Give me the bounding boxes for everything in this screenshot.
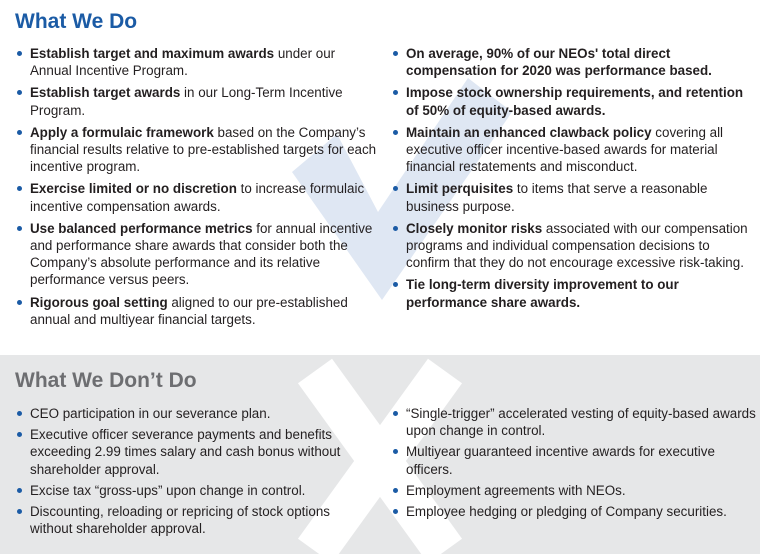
list-item: Apply a formulaic framework based on the… <box>15 124 377 176</box>
item-text: under our Annual Incentive Program. <box>30 46 336 79</box>
what-we-dont-do-left-list: CEO participation in our severance plan.… <box>15 405 367 541</box>
item-text: aligned to our pre-established annual an… <box>30 294 348 327</box>
list-item: Employee hedging or pledging of Company … <box>391 503 757 520</box>
item-bold: Exercise limited or no discretion <box>30 181 237 197</box>
list-item: CEO participation in our severance plan. <box>15 405 367 422</box>
list-item: Multiyear guaranteed incentive awards fo… <box>391 443 757 477</box>
list-item: Exercise limited or no discretion to inc… <box>15 180 377 214</box>
list-item: Impose stock ownership requirements, and… <box>391 84 757 118</box>
section-divider <box>0 341 760 355</box>
list-item: Establish target awards in our Long-Term… <box>15 84 377 118</box>
item-text: for annual incentive and performance sha… <box>30 220 373 288</box>
item-bold: Rigorous goal setting <box>30 294 168 310</box>
item-text: based on the Company’s financial results… <box>30 124 377 175</box>
what-we-dont-do-right-list: “Single-trigger” accelerated vesting of … <box>391 405 757 524</box>
list-item: On average, 90% of our NEOs' total direc… <box>391 45 757 79</box>
list-item: Tie long-term diversity improvement to o… <box>391 276 757 310</box>
what-we-do-left-list: Establish target and maximum awards unde… <box>15 45 377 333</box>
what-we-dont-do-panel: What We Don’t Do CEO participation in ou… <box>0 355 760 554</box>
item-bold: On average, 90% of our NEOs' total direc… <box>406 46 712 79</box>
item-text: in our Long-Term Incentive Program. <box>30 85 343 118</box>
list-item: “Single-trigger” accelerated vesting of … <box>391 405 757 439</box>
list-item: Executive officer severance payments and… <box>15 426 367 478</box>
list-item: Employment agreements with NEOs. <box>391 482 757 499</box>
what-we-do-right-list: On average, 90% of our NEOs' total direc… <box>391 45 757 316</box>
what-we-do-panel: What We Do Establish target and maximum … <box>15 10 757 333</box>
item-bold: Closely monitor risks <box>406 220 543 236</box>
list-item: Maintain an enhanced clawback policy cov… <box>391 124 757 176</box>
what-we-dont-do-heading: What We Don’t Do <box>15 369 197 392</box>
x-mark-icon <box>297 358 463 554</box>
item-bold: Apply a formulaic framework <box>30 124 214 140</box>
list-item: Rigorous goal setting aligned to our pre… <box>15 294 377 328</box>
what-we-do-heading: What We Do <box>15 10 138 33</box>
list-item: Limit perquisites to items that serve a … <box>391 180 757 214</box>
item-bold: Impose stock ownership requirements, and… <box>406 85 744 118</box>
item-text: covering all executive officer incentive… <box>406 124 724 175</box>
list-item: Establish target and maximum awards unde… <box>15 45 377 79</box>
item-bold: Tie long-term diversity improvement to o… <box>406 277 679 310</box>
item-text: to items that serve a reasonable busines… <box>406 181 708 214</box>
item-bold: Establish target and maximum awards <box>30 46 275 61</box>
item-text: to increase formulaic incentive compensa… <box>30 181 365 214</box>
list-item: Closely monitor risks associated with ou… <box>391 220 757 272</box>
item-bold: Limit perquisites <box>406 181 514 197</box>
item-bold: Use balanced performance metrics <box>30 220 253 236</box>
list-item: Excise tax “gross-ups” upon change in co… <box>15 482 367 499</box>
item-bold: Establish target awards <box>30 85 181 101</box>
list-item: Use balanced performance metrics for ann… <box>15 220 377 289</box>
item-text: associated with our compensation program… <box>406 220 748 271</box>
item-bold: Maintain an enhanced clawback policy <box>406 124 652 140</box>
checkmark-icon <box>292 78 512 300</box>
list-item: Discounting, reloading or repricing of s… <box>15 503 367 537</box>
